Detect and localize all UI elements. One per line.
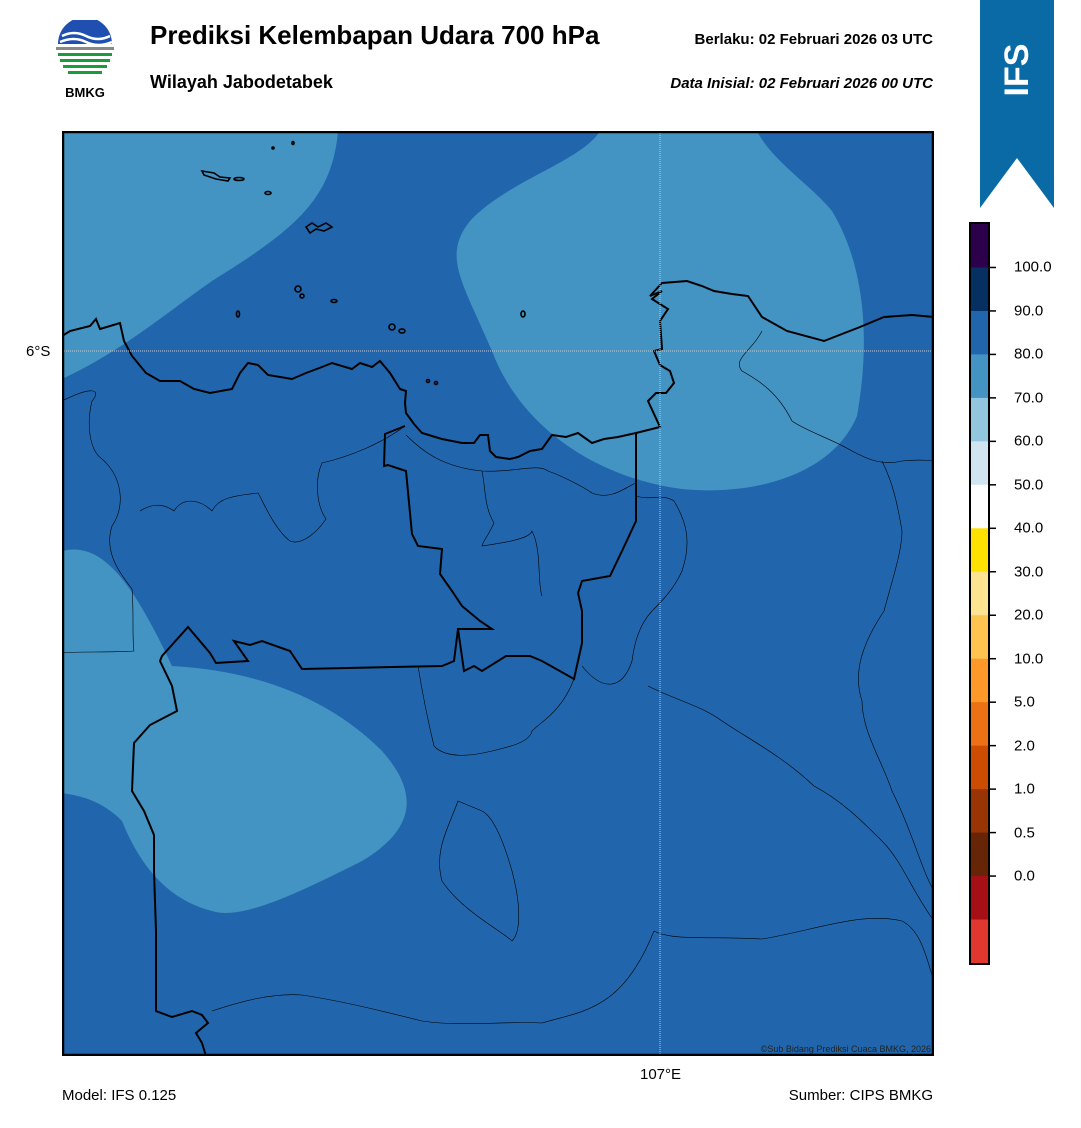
colorbar-tick-label: 20.0	[1014, 606, 1044, 624]
colorbar-cell	[971, 919, 988, 964]
colorbar-cell	[971, 615, 988, 660]
ifs-ribbon: IFS	[980, 0, 1054, 208]
colorbar-cell	[971, 658, 988, 703]
colorbar-cell	[971, 702, 988, 747]
colorbar-cell	[971, 745, 988, 790]
colorbar-cell	[971, 876, 988, 921]
page-title: Prediksi Kelembapan Udara 700 hPa	[150, 20, 600, 50]
colorbar-labels: 100.0 90.0 80.0 70.0 60.0 50.0 40.0 30.0 20.0 10.…	[1014, 222, 1081, 968]
colorbar-cell	[971, 310, 988, 355]
humidity-patch-northwest	[62, 131, 338, 379]
colorbar	[969, 222, 996, 965]
colorbar-tick-label: 100.0	[1014, 258, 1052, 276]
colorbar-cell	[971, 528, 988, 573]
district-boundaries	[62, 330, 934, 1025]
colorbar-tick-label: 30.0	[1014, 563, 1044, 581]
bmkg-logo	[56, 20, 114, 74]
colorbar-tick-label: 40.0	[1014, 519, 1044, 537]
region-subtitle: Wilayah Jabodetabek	[150, 72, 333, 92]
colorbar-cell	[971, 267, 988, 312]
map-frame	[62, 131, 934, 1056]
copyright-text: ©Sub Bidang Prediksi Cuaca BMKG, 2026	[760, 1044, 931, 1054]
colorbar-tick-label: 70.0	[1014, 389, 1044, 407]
colorbar-tick-label: 1.0	[1014, 780, 1035, 798]
thousand-islands	[200, 140, 526, 386]
initial-data-time: Data Inisial: 02 Februari 2026 00 UTC	[670, 75, 933, 92]
humidity-map	[62, 131, 934, 1056]
colorbar-cell	[971, 789, 988, 834]
colorbar-tick-label: 0.5	[1014, 824, 1035, 842]
source-label: Sumber: CIPS BMKG	[788, 1087, 933, 1104]
colorbar-tick-label: 2.0	[1014, 737, 1035, 755]
colorbar-cell	[971, 441, 988, 486]
colorbar-tick-label: 0.0	[1014, 867, 1035, 885]
colorbar-tick-label: 50.0	[1014, 476, 1044, 494]
province-boundary	[130, 625, 459, 1056]
province-boundary	[382, 425, 637, 681]
latitude-label: 6°S	[26, 343, 51, 360]
ifs-ribbon-label: IFS	[998, 44, 1036, 97]
logo-text: BMKG	[65, 85, 105, 100]
colorbar-tick-label: 90.0	[1014, 302, 1044, 320]
colorbar-tick-label: 5.0	[1014, 693, 1035, 711]
coastline	[62, 279, 934, 461]
colorbar-tick-label: 10.0	[1014, 650, 1044, 668]
colorbar-cell	[971, 484, 988, 529]
colorbar-tick-label: 80.0	[1014, 345, 1044, 363]
colorbar-cell	[971, 224, 988, 268]
humidity-patch-northeast	[456, 131, 864, 491]
longitude-label: 107°E	[640, 1066, 682, 1083]
valid-time: Berlaku: 02 Februari 2026 03 UTC	[694, 31, 933, 48]
model-label: Model: IFS 0.125	[62, 1087, 177, 1104]
colorbar-cell	[971, 354, 988, 399]
colorbar-cell	[971, 832, 988, 877]
colorbar-cell	[971, 571, 988, 616]
colorbar-tick-label: 60.0	[1014, 432, 1044, 450]
colorbar-cell	[971, 397, 988, 442]
